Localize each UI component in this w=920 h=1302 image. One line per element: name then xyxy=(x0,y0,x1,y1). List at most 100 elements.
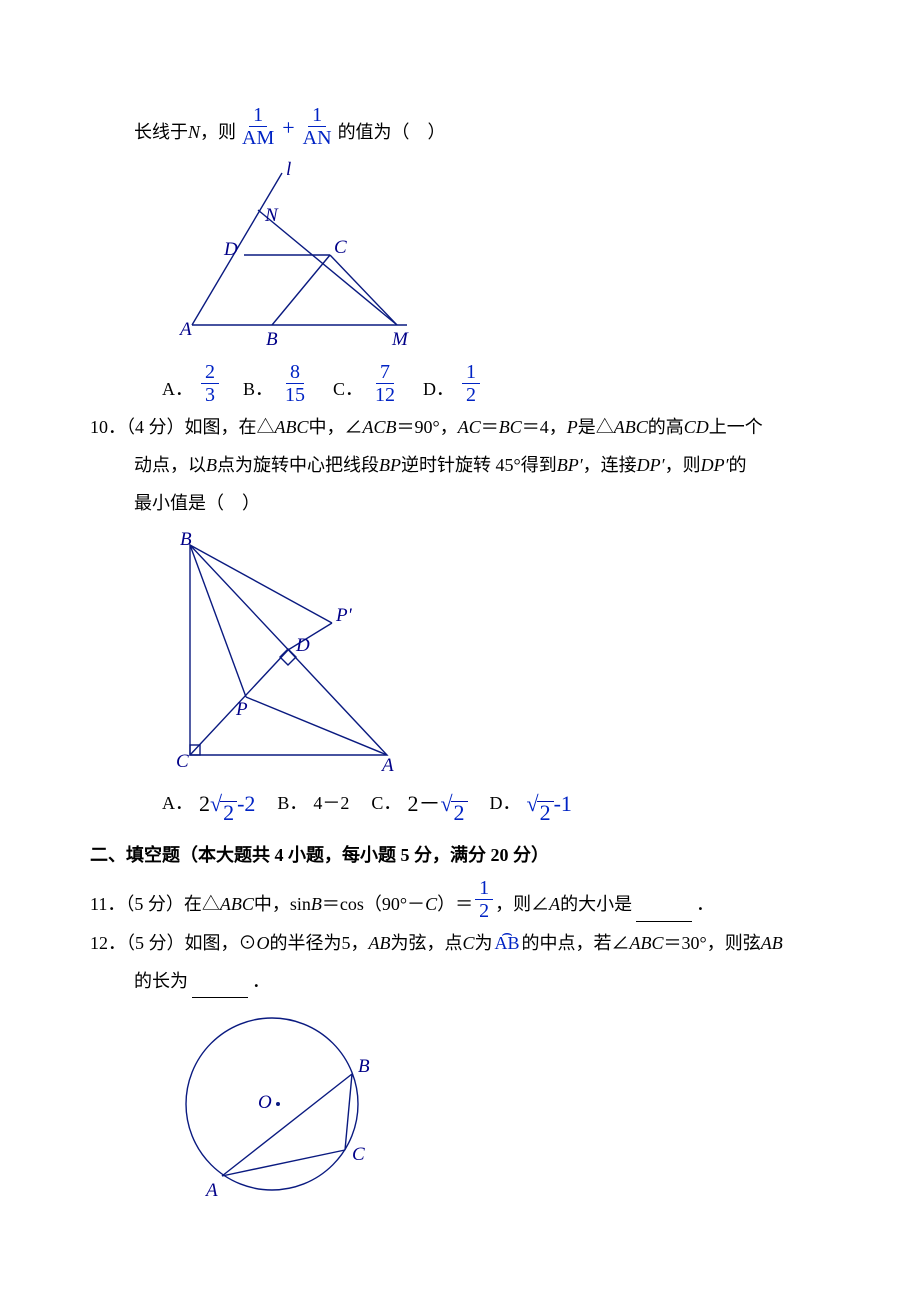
q10-DPp: DP′ xyxy=(637,448,665,482)
q10-ABC2: ABC xyxy=(614,410,648,444)
q10-l2b: 点为旋转中心把线段 xyxy=(217,448,379,482)
q9-optD-frac: 1 2 xyxy=(462,361,480,406)
q10-fig-P: P xyxy=(235,699,248,720)
q9-txt-b: ，则 xyxy=(200,115,236,149)
q12-fig-O: O xyxy=(258,1092,272,1113)
q10-optA-rad: 2 xyxy=(220,801,237,824)
q9-fig-A: A xyxy=(178,319,192,340)
q11-line: 11．（5 分） 在△ ABC 中，sin B ＝cos（90°－ C ）＝ 1… xyxy=(90,877,830,922)
q10-l1a: 如图，在△ xyxy=(185,410,275,444)
q11-number: 11．（5 分） xyxy=(90,887,184,921)
q12-c: 为弦，点 xyxy=(391,926,463,960)
q9-fig-M: M xyxy=(391,329,409,350)
q9-optC-label: C． xyxy=(333,372,363,406)
q10-figure: B C A D P P' xyxy=(162,527,412,777)
q11-frac: 1 2 xyxy=(475,877,493,922)
q12-number: 12．（5 分） xyxy=(90,926,185,960)
q10-B: B xyxy=(206,448,217,482)
q12-figure: O A B C xyxy=(162,1004,392,1214)
q10-CD: CD xyxy=(684,410,709,444)
q9-frac1-den: AM xyxy=(238,127,278,149)
q10-ABC: ABC xyxy=(275,410,309,444)
q10-optC-pre: 2－ xyxy=(407,783,440,825)
q11-blank xyxy=(636,901,692,922)
q12-fig-A: A xyxy=(204,1180,218,1201)
q10-l2a: 动点，以 xyxy=(134,448,206,482)
q10-l2e: ，则 xyxy=(665,448,701,482)
q9-frac2-num: 1 xyxy=(308,104,326,127)
q10-ACB: ACB xyxy=(363,410,397,444)
q10-number: 10．（4 分） xyxy=(90,410,185,444)
q9-fig-N: N xyxy=(264,205,279,226)
q10-BPp: BP′ xyxy=(557,448,583,482)
q9-txt-c: 的值为（ ） xyxy=(338,115,446,149)
q9-optC-num: 7 xyxy=(376,361,394,384)
q10-fig-A: A xyxy=(380,755,394,776)
q9-N: N xyxy=(188,115,200,149)
q9-optC-frac: 7 12 xyxy=(371,361,399,406)
q11-ABC: ABC xyxy=(220,887,254,921)
q9-optA-num: 2 xyxy=(201,361,219,384)
section2-heading: 二、填空题（本大题共 4 小题，每小题 5 分，满分 20 分） xyxy=(90,838,830,872)
q12-g: 的长为 xyxy=(134,964,188,998)
q9-optA-frac: 2 3 xyxy=(201,361,219,406)
q12-b: 的半径为5， xyxy=(270,926,369,960)
q9-optA-den: 3 xyxy=(201,384,219,406)
q9-optD-num: 1 xyxy=(462,361,480,384)
q12-AB2: AB xyxy=(761,926,783,960)
q10-optA-post: -2 xyxy=(237,783,255,825)
q10-l1f: 的高 xyxy=(648,410,684,444)
q9-fig-l: l xyxy=(286,159,291,180)
q10-optD-post: -1 xyxy=(554,783,572,825)
q12-line1: 12．（5 分） 如图，⊙ O 的半径为5， AB 为弦，点 C 为 AB 的中… xyxy=(90,926,830,960)
q10-l2d: ，连接 xyxy=(583,448,637,482)
q10-optA: 2 √2 -2 xyxy=(199,783,255,825)
q9-optD-den: 2 xyxy=(462,384,480,406)
q10-fig-C: C xyxy=(176,751,189,772)
q9-frac2: 1 AN xyxy=(299,104,336,149)
q9-fig-B: B xyxy=(266,329,278,350)
q9-txt-a: 长线于 xyxy=(134,115,188,149)
q9-fig-C: C xyxy=(334,237,347,258)
q11-c: ＝cos（90°－ xyxy=(322,887,425,921)
q10-optC-rad: 2 xyxy=(451,801,468,824)
q10-line2: 动点，以 B 点为旋转中心把线段 BP 逆时针旋转 45°得到 BP′ ，连接 … xyxy=(134,448,830,482)
q12-f: ＝30°，则弦 xyxy=(664,926,761,960)
q9-options: A． 2 3 B． 8 15 C． 7 12 D． 1 2 xyxy=(162,361,830,406)
q9-optB-label: B． xyxy=(243,372,273,406)
q10-l1g: 上一个 xyxy=(709,410,763,444)
q9-plus: + xyxy=(280,107,296,149)
q10-optD-rad: 2 xyxy=(537,801,554,824)
q11-A: A xyxy=(549,887,560,921)
q10-AC: AC xyxy=(458,410,481,444)
q12-C: C xyxy=(463,926,475,960)
q9-fig-D: D xyxy=(223,239,238,260)
q10-fig-B: B xyxy=(180,529,192,550)
q10-line1: 10．（4 分） 如图，在△ ABC 中，∠ ACB ＝90°， AC ＝ BC… xyxy=(90,410,830,444)
q12-d: 为 xyxy=(475,926,493,960)
q10-optC-label: C． xyxy=(371,786,401,820)
q11-frac-den: 2 xyxy=(475,900,493,922)
q10-optB: 4－2 xyxy=(313,786,349,820)
q12-line2: 的长为 ． xyxy=(134,964,830,998)
q10-l2f: 的 xyxy=(729,448,747,482)
q9-optA-label: A． xyxy=(162,372,193,406)
q12-a: 如图，⊙ xyxy=(185,926,257,960)
q9-frac1: 1 AM xyxy=(238,104,278,149)
q9-optD-label: D． xyxy=(423,372,454,406)
q11-frac-num: 1 xyxy=(475,877,493,900)
q10-optA-label: A． xyxy=(162,786,193,820)
q12-fig-C: C xyxy=(352,1144,365,1165)
q10-l1b: 中，∠ xyxy=(309,410,363,444)
q10-optB-label: B． xyxy=(277,786,307,820)
q10-line3: 最小值是（ ） xyxy=(134,486,830,520)
q10-optD-label: D． xyxy=(490,786,521,820)
q9-figure: l N D C A B M xyxy=(162,155,432,355)
q10-l3: 最小值是（ ） xyxy=(134,486,260,520)
q9-optC-den: 12 xyxy=(371,384,399,406)
q10-fig-D: D xyxy=(295,635,310,656)
q10-optA-pre: 2 xyxy=(199,783,210,825)
q9-trailing-line: 长线于 N ，则 1 AM + 1 AN 的值为（ ） xyxy=(134,104,830,149)
q10-fig-Pp: P' xyxy=(335,605,353,626)
q11-B: B xyxy=(311,887,322,921)
